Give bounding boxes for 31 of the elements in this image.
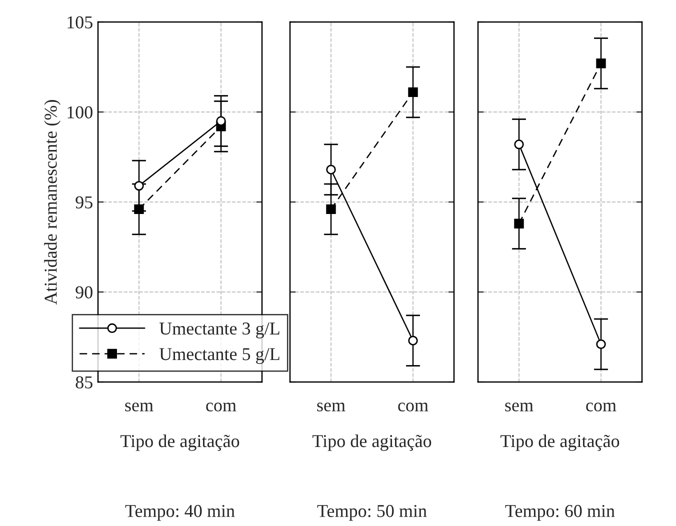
x-tick-label: sem bbox=[505, 402, 534, 412]
point bbox=[134, 204, 144, 214]
point bbox=[408, 87, 418, 98]
x-tick-label: sem bbox=[125, 402, 154, 412]
text: Tempo: 50 min bbox=[317, 504, 427, 521]
x-tick-label: com bbox=[206, 402, 236, 412]
y-tick-label: 100 bbox=[68, 106, 92, 118]
point bbox=[326, 164, 336, 174]
x-tick-label: com bbox=[398, 402, 428, 412]
point bbox=[326, 204, 336, 214]
y-tick-label: 85 bbox=[76, 376, 92, 388]
legend-label: Umectante 5 g/L bbox=[159, 348, 280, 364]
y-tick-label: 105 bbox=[68, 16, 92, 28]
point bbox=[596, 339, 606, 350]
point bbox=[216, 116, 226, 126]
x-axis-title: Tipo de agitação bbox=[500, 434, 620, 451]
y-tick-label: 95 bbox=[76, 196, 92, 208]
x-tick-label: sem bbox=[317, 402, 346, 412]
point bbox=[134, 180, 144, 191]
x-axis-title: Tipo de agitação bbox=[120, 434, 240, 451]
point bbox=[596, 58, 606, 68]
point bbox=[514, 140, 524, 150]
legend-label: Umectante 3 g/L bbox=[159, 322, 280, 338]
y-axis-title: Atividade remanescente (%) bbox=[44, 100, 60, 305]
y-tick-label: 90 bbox=[76, 286, 92, 298]
text: Tempo: 60 min bbox=[505, 504, 615, 521]
point bbox=[408, 336, 418, 346]
x-axis-title: Tipo de agitação bbox=[312, 434, 432, 451]
x-tick-label: com bbox=[586, 402, 616, 412]
point bbox=[514, 218, 524, 228]
text: Tempo: 40 min bbox=[125, 504, 235, 521]
